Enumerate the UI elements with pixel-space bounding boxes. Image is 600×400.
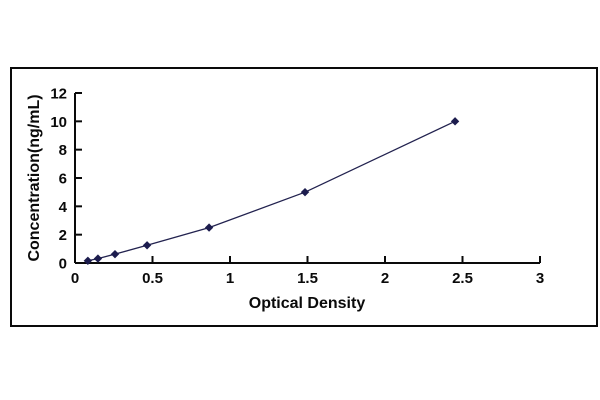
y-tick-label: 12	[50, 86, 67, 103]
data-point-marker	[450, 117, 460, 126]
x-tick-label: 2	[381, 270, 389, 287]
y-tick-label: 8	[59, 142, 67, 159]
x-tick-label: 3	[536, 270, 544, 287]
data-layer	[83, 117, 460, 265]
x-tick-label: 0	[71, 270, 79, 287]
y-tick-label: 2	[59, 227, 67, 244]
data-point-marker	[110, 249, 120, 259]
axes-layer: 0 0.5 1 1.5 2 2.5 3 0 2 4 6 8 10 12	[50, 86, 544, 288]
x-tick-label: 1.5	[297, 270, 318, 287]
x-axis-title: Optical Density	[249, 295, 366, 312]
x-tick-label: 0.5	[142, 270, 163, 287]
y-axis-title: Concentration(ng/mL)	[26, 94, 43, 261]
x-tick-label: 2.5	[452, 270, 473, 287]
y-tick-label: 4	[59, 199, 68, 216]
y-tick-label: 10	[50, 114, 67, 131]
data-point-marker	[300, 187, 310, 197]
x-tick-label: 1	[226, 270, 234, 287]
data-point-marker	[93, 254, 103, 263]
data-point-marker	[83, 256, 93, 265]
standard-curve-line	[87, 120, 456, 262]
y-tick-label: 0	[59, 256, 67, 273]
data-point-marker	[204, 223, 214, 232]
data-point-marker	[142, 241, 152, 250]
chart-border-frame	[10, 67, 598, 327]
y-tick-label: 6	[59, 171, 67, 188]
